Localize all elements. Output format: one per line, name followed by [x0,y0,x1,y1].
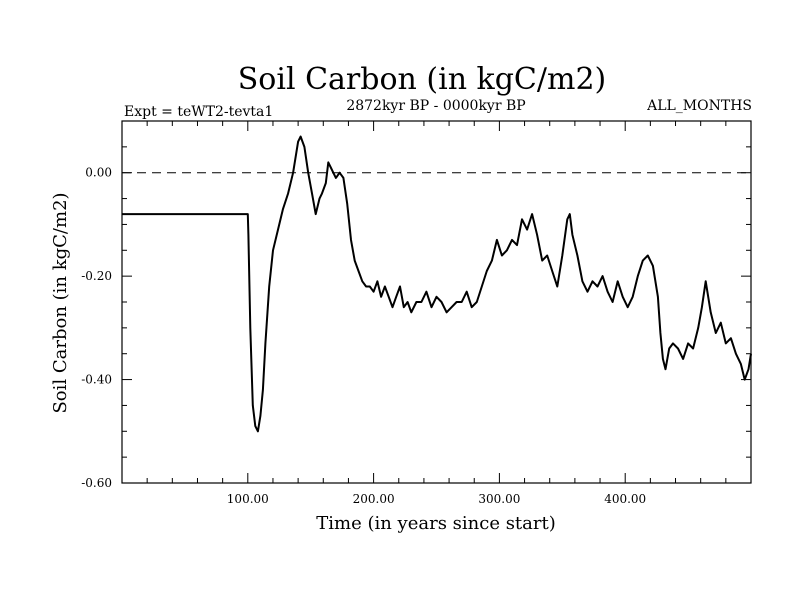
chart-title: Soil Carbon (in kgC/m2) [238,62,606,97]
y-tick-label: 0.00 [85,166,112,180]
experiment-label: Expt = teWT2-tevta1 [124,104,273,120]
y-tick-label: -0.20 [81,269,112,283]
period-label: 2872kyr BP - 0000kyr BP [346,98,525,114]
x-tick-label: 300.00 [478,492,520,506]
plot-frame [121,120,752,484]
x-tick-label: 400.00 [604,492,646,506]
x-axis-label: Time (in years since start) [316,513,556,534]
soil-carbon-series-line [122,135,752,433]
months-label: ALL_MONTHS [646,98,752,114]
y-tick-label: -0.40 [81,373,112,387]
y-tick-label: -0.60 [81,476,112,490]
plot-area: 100.00 200.00 300.00 400.00 0.00 -0.20 -0.40 -0… [81,121,752,506]
x-tick-label: 200.00 [353,492,395,506]
x-tick-label: 100.00 [227,492,269,506]
y-axis-label: Soil Carbon (in kgC/m2) [50,192,71,413]
